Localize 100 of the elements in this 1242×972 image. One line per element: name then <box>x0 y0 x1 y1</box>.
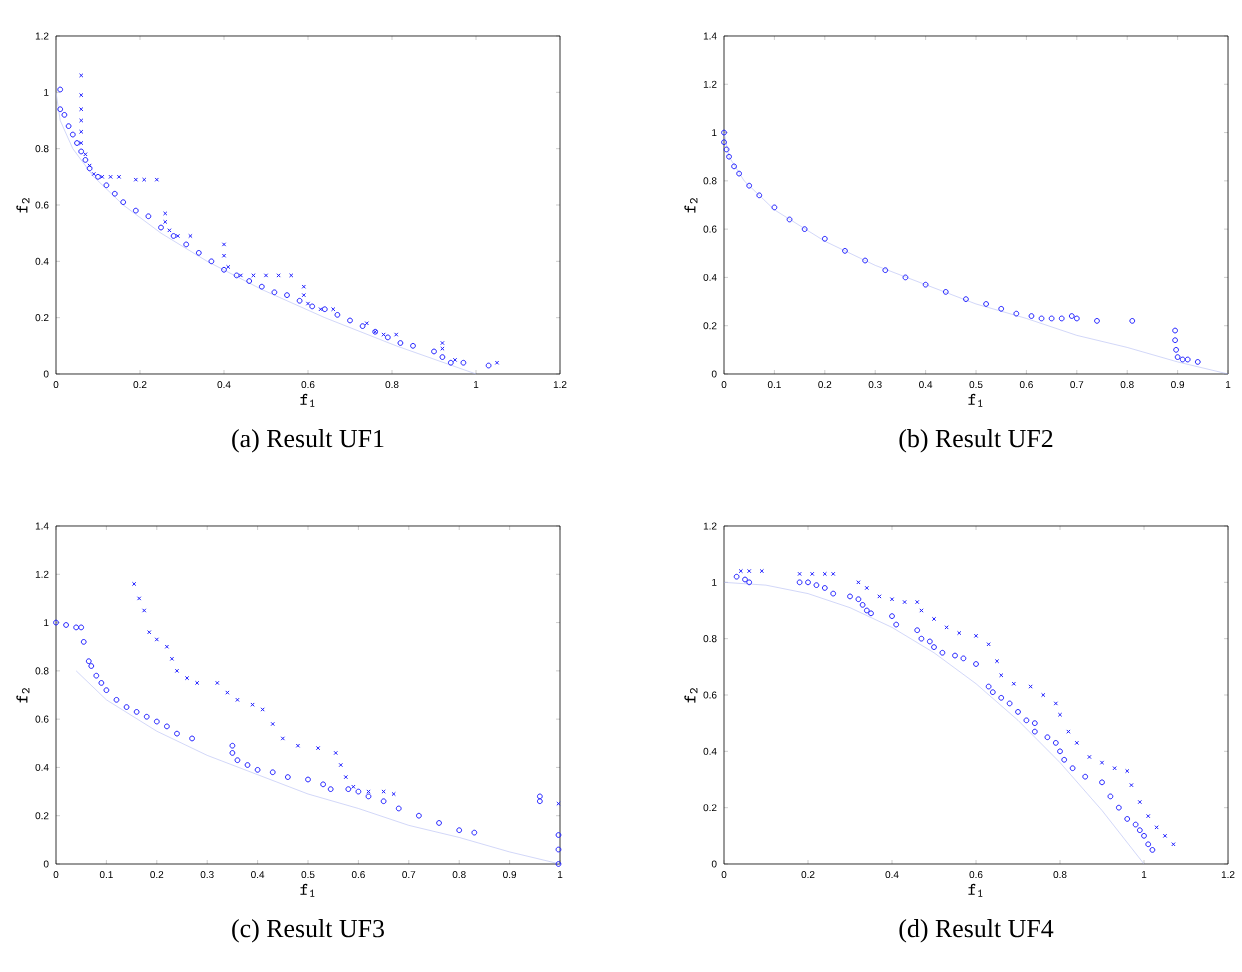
point <box>931 644 937 651</box>
point <box>384 334 391 341</box>
point <box>1145 841 1152 848</box>
point <box>111 190 118 197</box>
point <box>1173 346 1179 353</box>
point <box>120 199 127 206</box>
point <box>229 742 236 749</box>
point <box>863 607 870 614</box>
x-axis-title: f$_{1}$ <box>968 393 983 407</box>
point <box>1136 827 1143 834</box>
y-axis-title: f$_{2}$ <box>684 198 698 213</box>
point <box>1132 821 1139 828</box>
point <box>143 713 150 720</box>
point <box>1107 793 1114 800</box>
point <box>821 585 828 591</box>
point <box>902 274 909 281</box>
point <box>234 757 241 764</box>
point <box>1058 315 1065 322</box>
point <box>244 762 251 768</box>
point <box>1052 739 1059 746</box>
point <box>163 723 170 730</box>
point <box>1141 832 1147 839</box>
point <box>536 798 543 805</box>
point <box>145 213 152 220</box>
point <box>189 735 195 742</box>
point <box>170 233 177 239</box>
point <box>963 296 969 303</box>
point <box>813 582 820 589</box>
point <box>1044 734 1051 741</box>
point <box>103 182 110 189</box>
x-axis-title: f$_{1}$ <box>300 883 315 897</box>
text: (c) Result UF3 <box>232 919 384 943</box>
point <box>61 111 68 118</box>
point <box>960 655 967 662</box>
x-axis-title: f$_{1}$ <box>968 883 983 897</box>
point <box>771 204 778 211</box>
point <box>321 306 328 313</box>
point <box>296 297 303 304</box>
point <box>801 226 808 233</box>
point <box>69 131 76 138</box>
point <box>447 359 454 366</box>
point <box>1015 709 1021 715</box>
point <box>471 829 478 836</box>
point <box>309 303 316 310</box>
point <box>1082 773 1089 780</box>
point <box>998 694 1005 701</box>
point <box>733 573 740 580</box>
point <box>1031 720 1038 727</box>
point <box>183 241 190 248</box>
point <box>320 781 327 788</box>
point <box>254 766 261 773</box>
point <box>842 247 848 254</box>
line-series <box>723 582 1145 865</box>
point <box>359 323 366 329</box>
point <box>1023 717 1030 724</box>
point <box>1006 700 1013 707</box>
point <box>355 788 362 795</box>
point <box>439 354 446 360</box>
point <box>78 148 85 155</box>
point <box>1174 354 1181 360</box>
x-axis-title: f$_{1}$ <box>300 393 315 407</box>
point <box>1184 356 1191 363</box>
point <box>85 658 92 665</box>
point <box>88 663 95 669</box>
point <box>431 348 437 355</box>
point <box>456 827 463 834</box>
point <box>57 106 64 113</box>
point <box>1061 756 1068 763</box>
point <box>132 207 139 214</box>
text: (a) Result UF1 <box>232 429 384 453</box>
text: (b) Result UF2 <box>899 429 1053 453</box>
point <box>1172 327 1178 334</box>
point <box>847 593 853 600</box>
point <box>1129 317 1136 324</box>
point <box>721 139 727 146</box>
point <box>347 317 353 324</box>
point <box>1124 816 1131 822</box>
point <box>742 576 748 583</box>
point <box>74 140 80 146</box>
point <box>1031 728 1038 735</box>
point <box>380 798 387 805</box>
point <box>153 718 160 725</box>
point <box>821 235 828 242</box>
point <box>65 123 72 130</box>
point <box>726 153 732 160</box>
point <box>208 258 215 265</box>
point <box>485 362 492 369</box>
point <box>830 590 837 597</box>
point <box>746 182 753 189</box>
point <box>1094 317 1100 324</box>
point <box>914 627 921 634</box>
y-axis-title: f$_{2}$ <box>16 198 30 213</box>
point <box>63 622 69 628</box>
point <box>1038 315 1045 322</box>
point <box>415 812 422 819</box>
point <box>998 305 1005 312</box>
point <box>345 786 352 793</box>
point <box>942 289 949 295</box>
point <box>1069 765 1076 772</box>
point <box>756 192 763 199</box>
